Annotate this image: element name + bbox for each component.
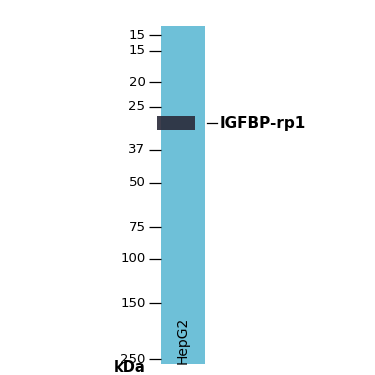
Text: 100: 100 xyxy=(120,252,146,266)
Text: 15: 15 xyxy=(129,44,146,57)
Text: 37: 37 xyxy=(129,143,146,156)
Text: IGFBP-rp1: IGFBP-rp1 xyxy=(219,116,306,130)
Text: 25: 25 xyxy=(129,100,146,113)
Text: 250: 250 xyxy=(120,353,146,366)
Text: kDa: kDa xyxy=(114,360,146,375)
Bar xyxy=(160,26,205,364)
Text: 15: 15 xyxy=(129,28,146,42)
Text: 75: 75 xyxy=(129,221,146,234)
Text: HepG2: HepG2 xyxy=(176,317,190,364)
Bar xyxy=(157,116,195,130)
Text: 50: 50 xyxy=(129,176,146,189)
Text: 150: 150 xyxy=(120,297,146,310)
Text: 20: 20 xyxy=(129,76,146,89)
